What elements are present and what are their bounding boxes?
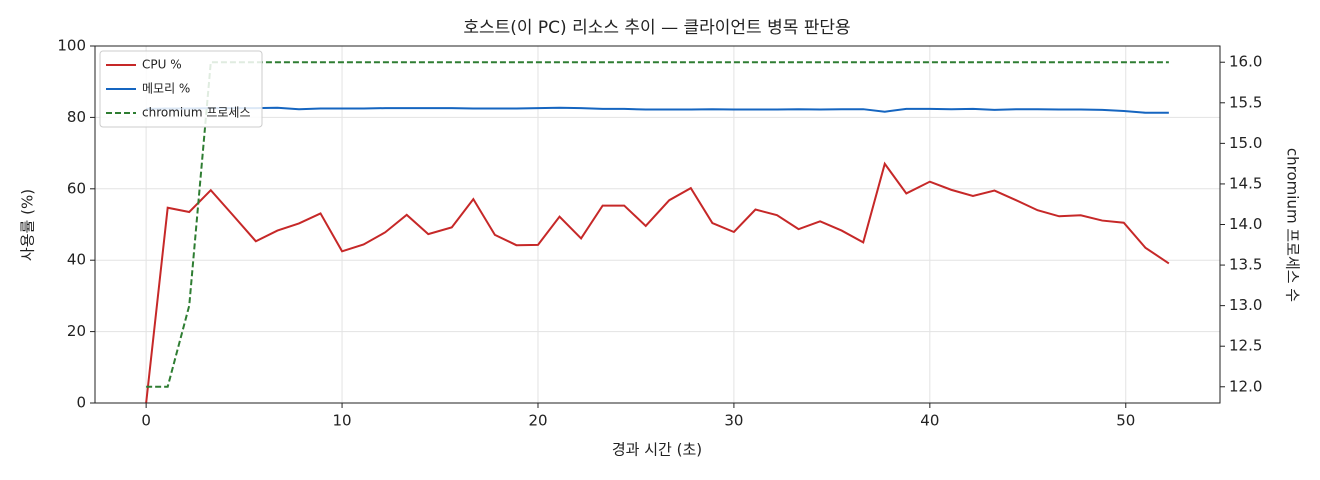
x-tick-label: 40 [920,412,939,430]
x-tick-label: 30 [724,412,743,430]
y-tick-label: 40 [67,251,86,269]
y-tick-label: 0 [76,394,86,412]
y2-axis-label: chromium 프로세스 수 [1284,148,1302,302]
y2-tick-label: 16.0 [1229,53,1262,71]
legend-box [99,50,263,128]
y2-tick-label: 14.0 [1229,215,1262,233]
y-tick-label: 60 [67,179,86,197]
series-line [146,61,1169,388]
y2-tick-label: 15.0 [1229,134,1262,152]
y-tick-label: 80 [67,108,86,126]
x-tick-label: 0 [141,412,151,430]
plot-frame [94,45,1221,404]
x-tick-label: 20 [528,412,547,430]
y2-tick-label: 15.5 [1229,93,1262,111]
y-axis-label: 사용률 (%) [19,189,37,261]
y2-tick-label: 13.0 [1229,296,1262,314]
legend-label: chromium 프로세스 [142,106,251,120]
y2-tick-label: 12.5 [1229,337,1262,355]
legend-label: CPU % [142,58,182,72]
chart-title: 호스트(이 PC) 리소스 추이 — 클라이언트 병목 판단용 [463,18,850,38]
x-tick-label: 10 [333,412,352,430]
legend: CPU % 메모리 % chromium 프로세스 [99,50,263,128]
series-line [145,161,1170,404]
y2-tick-label: 12.0 [1229,377,1262,395]
x-tick-label: 50 [1116,412,1135,430]
series-line [146,106,1169,114]
y-tick-label: 20 [67,322,86,340]
y-tick-label: 100 [57,37,86,55]
y2-tick-label: 13.5 [1229,256,1262,274]
y2-tick-label: 14.5 [1229,174,1262,192]
x-axis-label: 경과 시간 (초) [612,441,702,459]
legend-label: 메모리 % [142,82,190,96]
